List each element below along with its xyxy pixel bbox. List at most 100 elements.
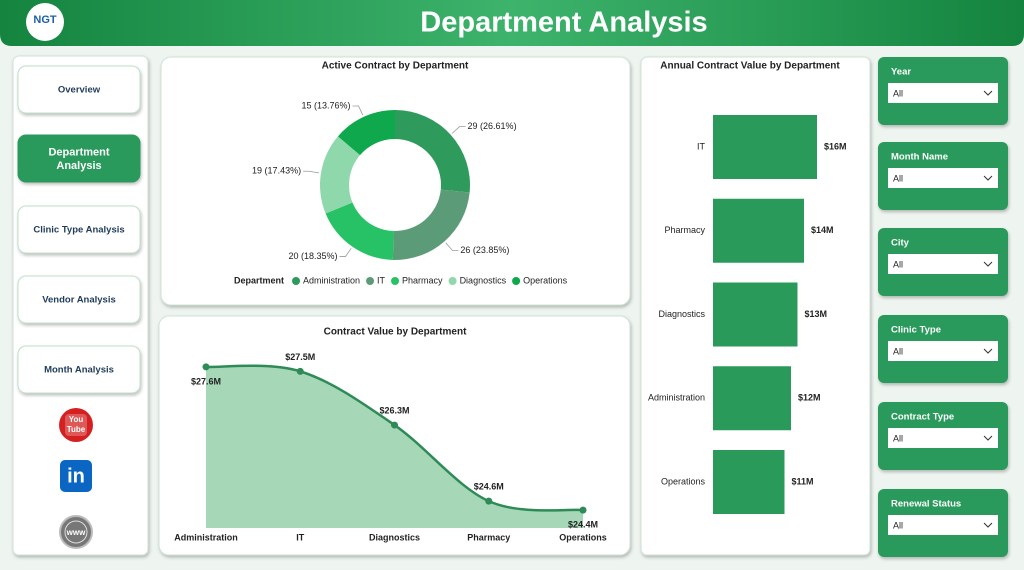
dropdown-chevron bbox=[983, 435, 993, 441]
filter-label: Year bbox=[891, 67, 911, 78]
data-label: $24.6M bbox=[474, 482, 504, 492]
data-label: $27.5M bbox=[285, 352, 315, 362]
data-label: $12M bbox=[798, 393, 821, 403]
chart-title: Active Contract by Department bbox=[322, 61, 469, 72]
data-label: 19 (17.43%) bbox=[252, 166, 301, 176]
dropdown-chevron bbox=[983, 261, 993, 267]
donut-slice bbox=[395, 110, 470, 193]
legend-label: IT bbox=[377, 275, 386, 285]
youtube-text: Tube bbox=[67, 425, 86, 434]
data-label: $13M bbox=[805, 309, 828, 319]
bar bbox=[713, 198, 804, 263]
legend-swatch bbox=[366, 277, 375, 285]
data-label: 26 (23.85%) bbox=[460, 245, 509, 255]
youtube-icon-inner bbox=[65, 414, 87, 436]
filter-value: All bbox=[893, 520, 903, 530]
donut-slice bbox=[337, 110, 395, 156]
data-label: 15 (13.76%) bbox=[302, 100, 351, 110]
legend-swatch bbox=[448, 277, 457, 285]
data-label: $27.6M bbox=[191, 376, 221, 386]
logo bbox=[26, 3, 64, 41]
data-label: $11M bbox=[792, 476, 814, 486]
chart-title: Annual Contract Value by Department bbox=[660, 61, 840, 72]
filter-label: Renewal Status bbox=[891, 499, 961, 510]
bar bbox=[713, 450, 785, 514]
donut-slice bbox=[325, 202, 394, 260]
filter-value: All bbox=[893, 173, 903, 183]
legend-swatch bbox=[292, 277, 301, 285]
nav-label: Overview bbox=[58, 85, 101, 96]
data-label: $24.4M bbox=[568, 519, 598, 529]
y-tick-label: IT bbox=[697, 141, 706, 151]
filter-value: All bbox=[893, 259, 903, 269]
chart-title: Contract Value by Department bbox=[324, 327, 467, 338]
dropdown-chevron bbox=[983, 348, 993, 354]
leader-line bbox=[303, 170, 320, 174]
web-text: www bbox=[66, 528, 86, 537]
data-label: $16M bbox=[824, 141, 847, 151]
filter-dropdown[interactable] bbox=[888, 168, 998, 188]
nav-label: Month Analysis bbox=[44, 365, 114, 376]
dropdown-chevron bbox=[983, 522, 993, 528]
logo-text: NGT bbox=[33, 14, 57, 26]
donut-slice bbox=[392, 189, 470, 260]
nav-button[interactable] bbox=[17, 205, 141, 254]
nav-label: Vendor Analysis bbox=[42, 295, 116, 306]
donut-slice bbox=[320, 136, 360, 214]
nav-button[interactable] bbox=[17, 345, 141, 394]
data-label: $26.3M bbox=[379, 405, 409, 415]
x-tick-label: Pharmacy bbox=[467, 532, 510, 542]
filter-value: All bbox=[893, 346, 903, 356]
bar bbox=[713, 282, 798, 347]
legend-swatch bbox=[512, 277, 521, 285]
linkedin-icon[interactable] bbox=[60, 460, 92, 492]
x-tick-label: Diagnostics bbox=[369, 532, 420, 542]
filter-label: Clinic Type bbox=[891, 325, 941, 336]
legend-label: Diagnostics bbox=[460, 275, 507, 285]
x-tick-label: Operations bbox=[559, 532, 607, 542]
nav-button[interactable] bbox=[17, 65, 141, 114]
filter-dropdown[interactable] bbox=[888, 254, 998, 274]
web-icon-ring bbox=[64, 520, 88, 544]
filter-label: Month Name bbox=[891, 152, 948, 163]
legend-label: Operations bbox=[523, 275, 568, 285]
leader-line bbox=[352, 105, 364, 116]
bar bbox=[713, 115, 817, 179]
nav-label: Clinic Type Analysis bbox=[33, 225, 124, 236]
data-label: 20 (18.35%) bbox=[288, 251, 337, 261]
x-tick-label: Administration bbox=[174, 532, 238, 542]
page-title: Department Analysis bbox=[420, 7, 707, 39]
nav-label: Department Analysis bbox=[48, 146, 109, 172]
nav-button[interactable] bbox=[17, 134, 141, 183]
filter-dropdown[interactable] bbox=[888, 428, 998, 448]
nav-button[interactable] bbox=[17, 275, 141, 324]
dropdown-chevron bbox=[983, 175, 993, 181]
leader-line bbox=[339, 248, 352, 257]
area-fill bbox=[206, 365, 583, 528]
filter-value: All bbox=[893, 88, 903, 98]
filter-value: All bbox=[893, 433, 903, 443]
x-tick-label: IT bbox=[296, 532, 305, 542]
point bbox=[579, 506, 587, 514]
legend-label: Pharmacy bbox=[402, 275, 443, 285]
y-tick-label: Pharmacy bbox=[664, 225, 705, 235]
leader-line bbox=[445, 242, 459, 251]
point bbox=[296, 367, 304, 375]
youtube-icon[interactable] bbox=[59, 408, 93, 442]
point bbox=[485, 497, 493, 505]
legend-title: Department bbox=[234, 275, 284, 285]
y-tick-label: Operations bbox=[661, 476, 706, 486]
header-bar bbox=[0, 0, 1024, 46]
filter-dropdown[interactable] bbox=[888, 83, 998, 103]
youtube-text: You bbox=[69, 415, 84, 424]
filter-dropdown[interactable] bbox=[888, 515, 998, 535]
data-label: 29 (26.61%) bbox=[468, 121, 517, 131]
data-label: $14M bbox=[811, 225, 834, 235]
filter-label: Contract Type bbox=[891, 412, 954, 423]
linkedin-text: in bbox=[67, 465, 85, 487]
dropdown-chevron bbox=[983, 90, 993, 96]
filter-dropdown[interactable] bbox=[888, 341, 998, 361]
filter-label: City bbox=[891, 238, 910, 249]
